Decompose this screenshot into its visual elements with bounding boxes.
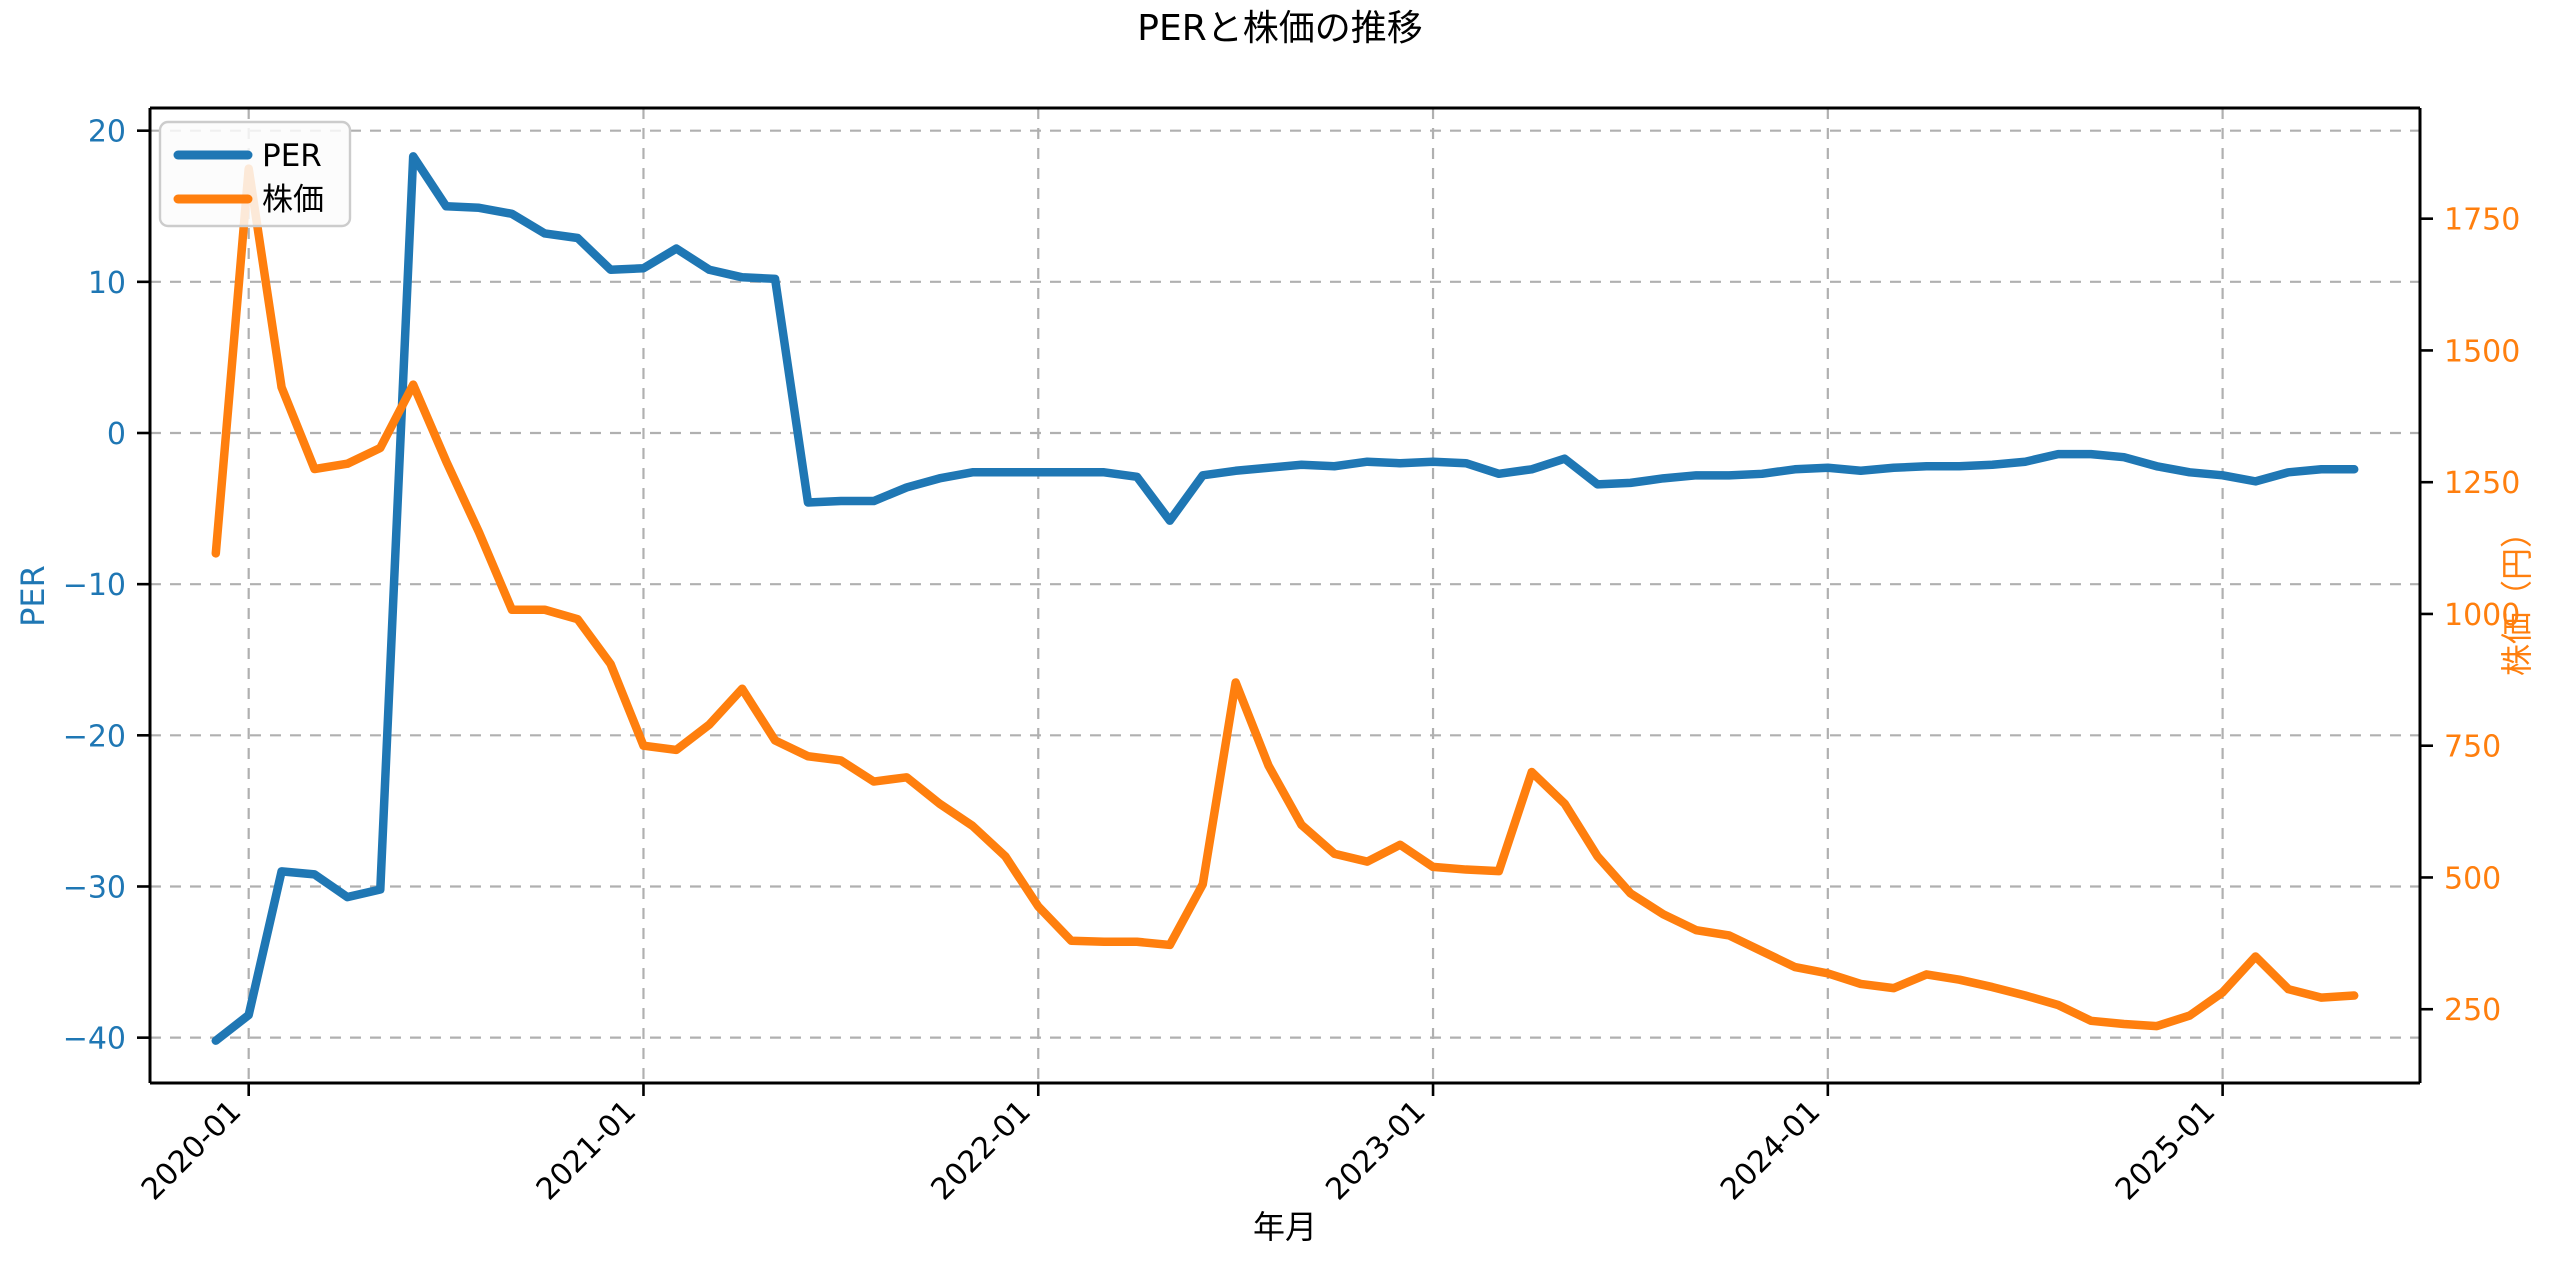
tick-label-left: −40 bbox=[63, 1022, 126, 1057]
y-axis-left-label: PER bbox=[14, 565, 52, 627]
tick-label-right: 1250 bbox=[2444, 466, 2520, 501]
tick-label-right: 500 bbox=[2444, 861, 2501, 896]
tick-label-left: 10 bbox=[88, 266, 126, 301]
series-line-PER bbox=[211, 152, 2359, 1045]
legend-label-per: PER bbox=[262, 138, 322, 174]
x-axis-label: 年月 bbox=[1253, 1208, 1317, 1246]
axis-spines bbox=[148, 106, 2422, 1085]
right-axis-ticks: 1750 1500 1250 1000 750 500 250 bbox=[2420, 203, 2520, 1028]
tick-label-left: −20 bbox=[63, 719, 126, 754]
legend-item-kabuka[interactable]: 株価 bbox=[173, 182, 324, 218]
plot-area bbox=[150, 108, 2420, 1083]
legend-item-per[interactable]: PER bbox=[173, 138, 322, 174]
data-series-group bbox=[211, 152, 2359, 1045]
series-line-株価 bbox=[211, 164, 2359, 1031]
tick-label-right: 1500 bbox=[2444, 334, 2520, 369]
tick-label-right: 1000 bbox=[2444, 598, 2520, 633]
left-axis-ticks: 20 10 0 −10 −20 −30 −40 bbox=[63, 115, 150, 1057]
tick-label-left: −10 bbox=[63, 568, 126, 603]
tick-label-right: 1750 bbox=[2444, 203, 2520, 238]
page-title: PERと株価の推移 bbox=[1137, 8, 1422, 49]
chart-legend[interactable]: PER 株価 bbox=[158, 120, 352, 228]
tick-label-right: 750 bbox=[2444, 730, 2501, 765]
legend-label-kabuka: 株価 bbox=[262, 182, 324, 218]
tick-label-left: −30 bbox=[63, 870, 126, 905]
tick-label-left: 20 bbox=[88, 115, 126, 150]
tick-label-left: 0 bbox=[107, 417, 126, 452]
tick-label-right: 250 bbox=[2444, 993, 2501, 1028]
y-axis-right-label: 株価（円） bbox=[2498, 516, 2536, 676]
